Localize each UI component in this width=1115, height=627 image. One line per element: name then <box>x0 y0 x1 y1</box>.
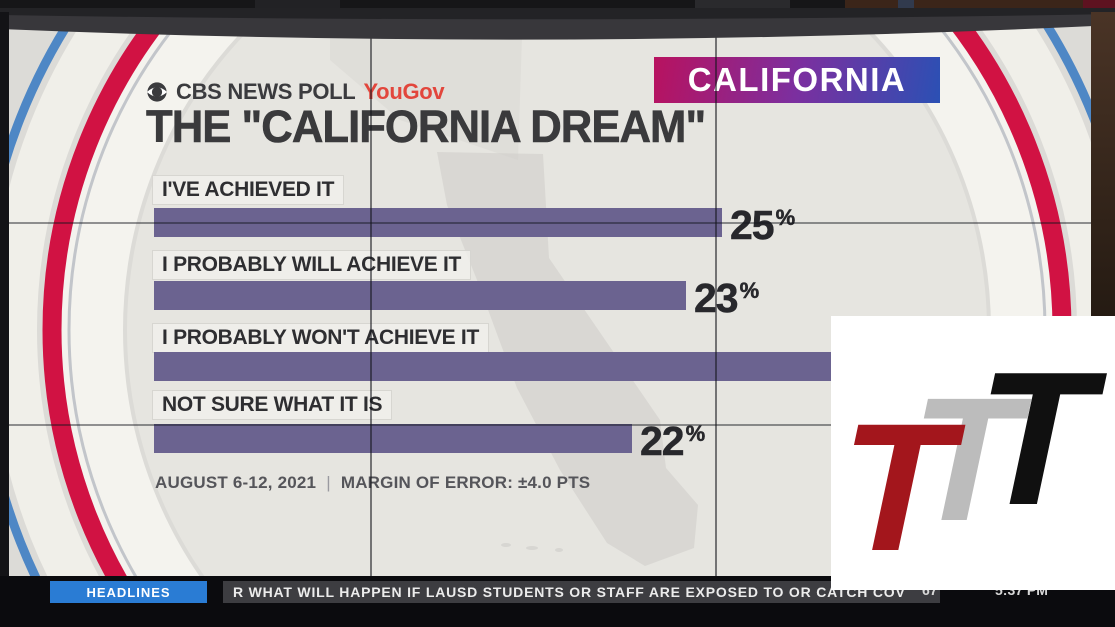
value-label: 25% <box>730 202 796 249</box>
category-label: I PROBABLY WILL ACHIEVE IT <box>152 250 472 280</box>
bar <box>154 424 632 453</box>
region-banner: CALIFORNIA <box>654 57 940 103</box>
wall-frame-left <box>0 12 9 576</box>
wall-seam-horizontal <box>8 222 1092 224</box>
footnote: AUGUST 6-12, 2021 | MARGIN OF ERROR: ±4.… <box>155 473 590 493</box>
footnote-divider: | <box>326 473 331 492</box>
partner-label: YouGov <box>363 79 445 104</box>
bar <box>154 208 722 237</box>
date-range-label: AUGUST 6-12, 2021 <box>155 473 317 492</box>
value-label: 22% <box>640 418 706 465</box>
category-label: NOT SURE WHAT IT IS <box>152 390 393 420</box>
ring-white-outer <box>8 10 1092 576</box>
cbs-eye-icon <box>146 82 168 102</box>
channel-island <box>555 548 563 552</box>
category-label: I PROBABLY WON'T ACHIEVE IT <box>152 323 489 353</box>
value-label: 23% <box>694 275 760 322</box>
ticker-bar: HEADLINES R WHAT WILL HAPPEN IF LAUSD ST… <box>0 576 1115 627</box>
brand-row: CBS NEWS POLL YouGov <box>146 79 445 105</box>
wall-seam-horizontal <box>8 424 1092 426</box>
headlines-badge: HEADLINES <box>50 581 207 603</box>
wall-seam-vertical <box>370 26 372 576</box>
margin-of-error-label: MARGIN OF ERROR: ±4.0 PTS <box>340 473 591 492</box>
wall-seam-vertical <box>715 26 717 576</box>
gray-wedge <box>330 32 522 160</box>
bar <box>154 352 844 381</box>
wall-bezel <box>0 8 1115 40</box>
watermark-box: T T T <box>821 316 1115 590</box>
poll-source-label: CBS NEWS POLL <box>176 79 356 104</box>
ticker-text: R WHAT WILL HAPPEN IF LAUSD STUDENTS OR … <box>223 581 940 603</box>
bar <box>154 281 686 310</box>
category-label: I'VE ACHIEVED IT <box>152 175 345 205</box>
chart-title: THE "CALIFORNIA DREAM" <box>146 101 707 153</box>
channel-island <box>526 546 538 550</box>
channel-island <box>501 543 511 547</box>
